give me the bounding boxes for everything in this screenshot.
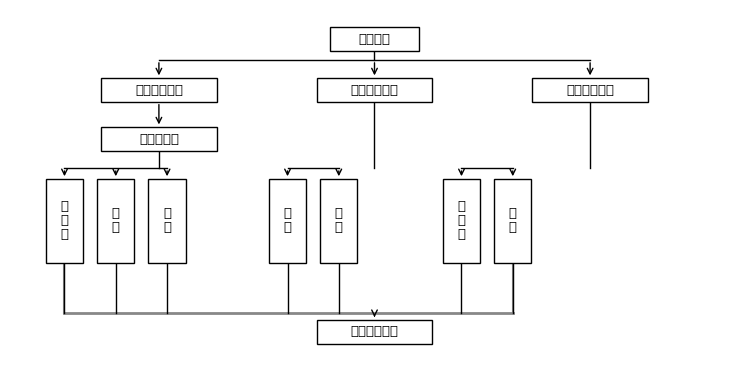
Text: 财
务: 财 务 bbox=[509, 207, 517, 234]
FancyBboxPatch shape bbox=[494, 179, 531, 263]
FancyBboxPatch shape bbox=[533, 78, 648, 102]
Text: 防水施工班组: 防水施工班组 bbox=[351, 325, 398, 338]
FancyBboxPatch shape bbox=[443, 179, 480, 263]
Text: 技术总工程师: 技术总工程师 bbox=[566, 83, 614, 97]
FancyBboxPatch shape bbox=[97, 179, 134, 263]
FancyBboxPatch shape bbox=[317, 78, 432, 102]
Text: 质
量: 质 量 bbox=[112, 207, 120, 234]
Text: 综
合
办: 综 合 办 bbox=[458, 200, 465, 241]
FancyBboxPatch shape bbox=[101, 127, 216, 151]
FancyBboxPatch shape bbox=[269, 179, 306, 263]
Text: 安
全: 安 全 bbox=[163, 207, 171, 234]
FancyBboxPatch shape bbox=[148, 179, 186, 263]
Text: 工
程
部: 工 程 部 bbox=[61, 200, 68, 241]
Text: 项目经理: 项目经理 bbox=[359, 32, 390, 46]
FancyBboxPatch shape bbox=[101, 78, 216, 102]
Text: 机
电: 机 电 bbox=[335, 207, 343, 234]
FancyBboxPatch shape bbox=[321, 179, 357, 263]
FancyBboxPatch shape bbox=[46, 179, 83, 263]
Text: 项目总施工: 项目总施工 bbox=[139, 132, 179, 145]
Text: 物
资: 物 资 bbox=[284, 207, 291, 234]
Text: 项目安全总监: 项目安全总监 bbox=[351, 83, 398, 97]
FancyBboxPatch shape bbox=[317, 320, 432, 344]
FancyBboxPatch shape bbox=[330, 27, 419, 51]
Text: 项目执行经理: 项目执行经理 bbox=[135, 83, 183, 97]
